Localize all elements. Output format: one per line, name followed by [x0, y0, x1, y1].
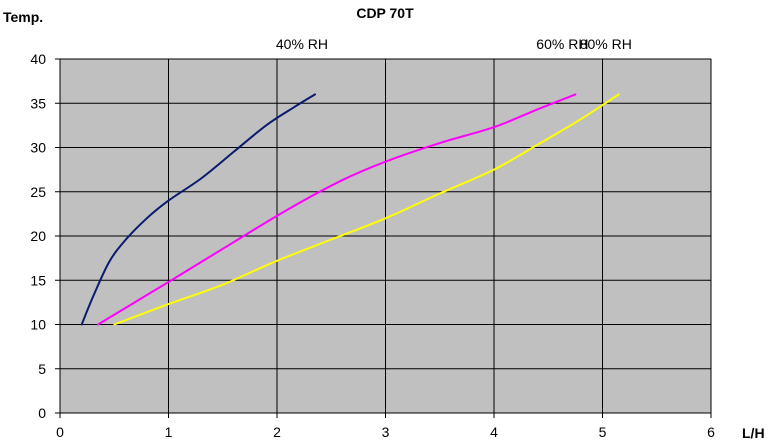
- chart-title: CDP 70T: [356, 5, 414, 21]
- x-axis-label: L/H: [742, 425, 765, 441]
- series-label-80-rh: 80% RH: [580, 36, 632, 52]
- x-tick-label: 4: [490, 424, 498, 440]
- series-line-80-rh: [113, 93, 620, 326]
- series-line-40-rh: [80, 93, 316, 326]
- y-tick-label: 20: [30, 228, 46, 244]
- y-tick-label: 25: [30, 184, 46, 200]
- y-tick-label: 5: [38, 361, 46, 377]
- series-group: [80, 93, 620, 326]
- y-tick-label: 40: [30, 51, 46, 67]
- y-tick-label: 15: [30, 272, 46, 288]
- series-label-60-rh: 60% RH: [536, 36, 588, 52]
- gridlines: [60, 58, 712, 413]
- x-tick-label: 6: [707, 424, 715, 440]
- series-line-60-rh: [97, 93, 577, 326]
- x-tick-label: 5: [599, 424, 607, 440]
- y-axis-label: Temp.: [3, 9, 43, 25]
- series-label-40-rh: 40% RH: [276, 36, 328, 52]
- x-tick-label: 0: [56, 424, 64, 440]
- y-tick-label: 35: [30, 95, 46, 111]
- x-tick-label: 3: [382, 424, 390, 440]
- tick-labels: 0 1 2 3 4 5 6 0 5 10 15 20 25 30 35 40: [30, 51, 715, 440]
- y-tick-label: 0: [38, 405, 46, 421]
- y-tick-label: 10: [30, 317, 46, 333]
- x-tick-label: 1: [165, 424, 173, 440]
- y-tick-label: 30: [30, 140, 46, 156]
- x-tick-label: 2: [273, 424, 281, 440]
